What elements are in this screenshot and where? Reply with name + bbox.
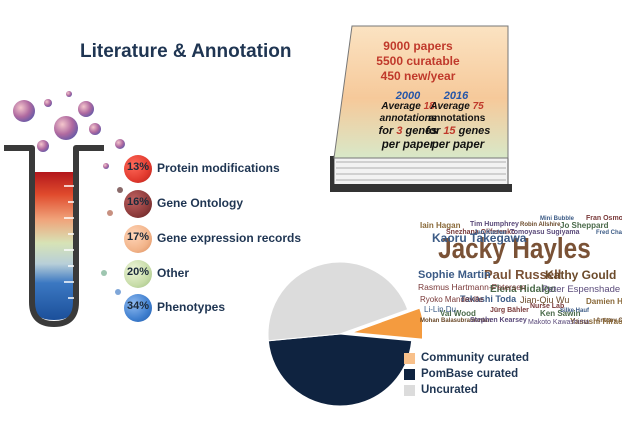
book-2016-line2: annotations xyxy=(428,113,486,124)
word-cloud-name: Jo Sheppard xyxy=(560,221,609,230)
bubble-icon xyxy=(107,210,113,216)
word-cloud-name: Paul Russell xyxy=(484,267,561,282)
word-cloud-name: Jürg Bähler xyxy=(490,307,529,314)
word-cloud-name: Elena Hidalgo xyxy=(490,284,556,295)
bubble-icon xyxy=(37,140,49,152)
word-cloud-name: Yasushi Hiraoka xyxy=(570,317,622,326)
pie-slice-community-curated xyxy=(351,307,422,340)
page-title: Literature & Annotation xyxy=(80,41,292,62)
bubble-icon xyxy=(89,123,101,135)
legend-swatch xyxy=(404,353,415,364)
book-2000-line2: annotations xyxy=(379,113,437,124)
word-cloud-name: Kaoru Takegawa xyxy=(432,231,527,245)
book-2000-line3: for 3 genes xyxy=(378,125,438,137)
book-papers: 9000 papers xyxy=(383,39,453,53)
word-cloud-name: Ryoko Mandeville xyxy=(420,295,484,304)
category-bubble-icon xyxy=(124,225,152,253)
word-cloud-name: Kathy Gould xyxy=(545,268,616,282)
book-new-per-year: 450 new/year xyxy=(380,69,456,83)
bubble-icon xyxy=(13,100,35,122)
bubble-icon xyxy=(101,270,107,276)
word-cloud-name: Jian-Qiu Wu xyxy=(520,295,569,305)
word-cloud-name: Rasmus Hartmann-Petersen xyxy=(418,282,526,292)
category-label: Gene expression records xyxy=(157,231,302,245)
word-cloud-name: Jan Kuchar xyxy=(474,230,507,236)
book-2016-line3: for 15 genes xyxy=(425,125,491,137)
category-label: Gene Ontology xyxy=(157,196,244,210)
bubble-icon xyxy=(54,116,78,140)
bubble-icon xyxy=(115,289,121,295)
word-cloud-name: Tim Humphrey xyxy=(470,221,519,228)
category-percent: 13% xyxy=(126,161,150,173)
category-percent: 17% xyxy=(126,231,150,243)
word-cloud-name: Peter Espenshade xyxy=(542,284,620,295)
word-cloud-name: Snezhana Oliferenko xyxy=(446,229,515,236)
word-cloud-name: Li-Lin Du xyxy=(424,305,456,314)
pie-slice-pombase-curated xyxy=(267,333,413,407)
word-cloud-name: Makoto Kawashima xyxy=(528,319,589,326)
bubble-icon xyxy=(44,99,52,107)
book-2000-line4: per paper xyxy=(381,139,435,151)
word-cloud-name: Stephen Kearsey xyxy=(470,317,527,324)
book-2000-line1: Average 18 xyxy=(381,101,435,112)
legend-swatch xyxy=(404,369,415,380)
word-cloud-name: Iain Hagan xyxy=(420,221,461,230)
test-tube-illustration xyxy=(4,91,125,327)
word-cloud-name: Takashi Toda xyxy=(460,294,517,304)
word-cloud-name: Fred Chang xyxy=(596,230,622,236)
word-cloud-name: Damien Hermand xyxy=(586,297,622,306)
category-percent: 34% xyxy=(126,300,150,312)
category-bubble-icon xyxy=(124,294,152,322)
book-year-2016: 2016 xyxy=(443,90,469,102)
legend-label: Community curated xyxy=(421,352,529,364)
bubble-icon xyxy=(117,187,123,193)
word-cloud-main-name: Jacky Hayles xyxy=(438,232,591,264)
book-illustration xyxy=(330,25,512,192)
book-2016-line1: Average 75 xyxy=(430,101,484,112)
category-label: Other xyxy=(157,266,190,280)
word-cloud-name: Robin Allshire xyxy=(520,222,561,228)
category-percent: 16% xyxy=(126,196,150,208)
category-label: Protein modifications xyxy=(157,161,280,175)
category-bubble-icon xyxy=(124,260,152,288)
book-year-2000: 2000 xyxy=(395,90,421,102)
category-percent: 20% xyxy=(126,266,150,278)
legend-label: Uncurated xyxy=(421,384,478,396)
book-curatable: 5500 curatable xyxy=(376,54,460,68)
legend-label: PomBase curated xyxy=(421,368,519,380)
category-label: Phenotypes xyxy=(157,300,226,314)
word-cloud-name: Sophie Martin xyxy=(418,269,491,281)
word-cloud-name: Fran Osmond xyxy=(586,215,622,222)
legend-swatch xyxy=(404,385,415,396)
word-cloud-name: Nurse Lab xyxy=(530,303,564,310)
word-cloud-name: Tomoyasu Sugiyama xyxy=(510,229,580,236)
bubble-icon xyxy=(115,139,125,149)
curation-pie-chart xyxy=(267,261,422,407)
bubble-icon xyxy=(103,163,109,169)
bubble-icon xyxy=(66,91,72,97)
category-bubble-icon xyxy=(124,155,152,183)
pie-slice-uncurated xyxy=(267,261,409,342)
word-cloud-name: Silke Hauf xyxy=(560,308,590,314)
book-2016-line4: per paper xyxy=(431,139,485,151)
word-cloud-name: Mohan Balasubramanian xyxy=(420,318,491,324)
word-cloud-name: Mini Bubble xyxy=(540,216,575,222)
word-cloud-name: Antony Carr xyxy=(596,318,622,324)
category-bubble-icon xyxy=(124,190,152,218)
word-cloud-name: Ken Sawin xyxy=(540,309,581,318)
bubble-icon xyxy=(78,101,94,117)
word-cloud-name: Val Wood xyxy=(440,309,476,318)
